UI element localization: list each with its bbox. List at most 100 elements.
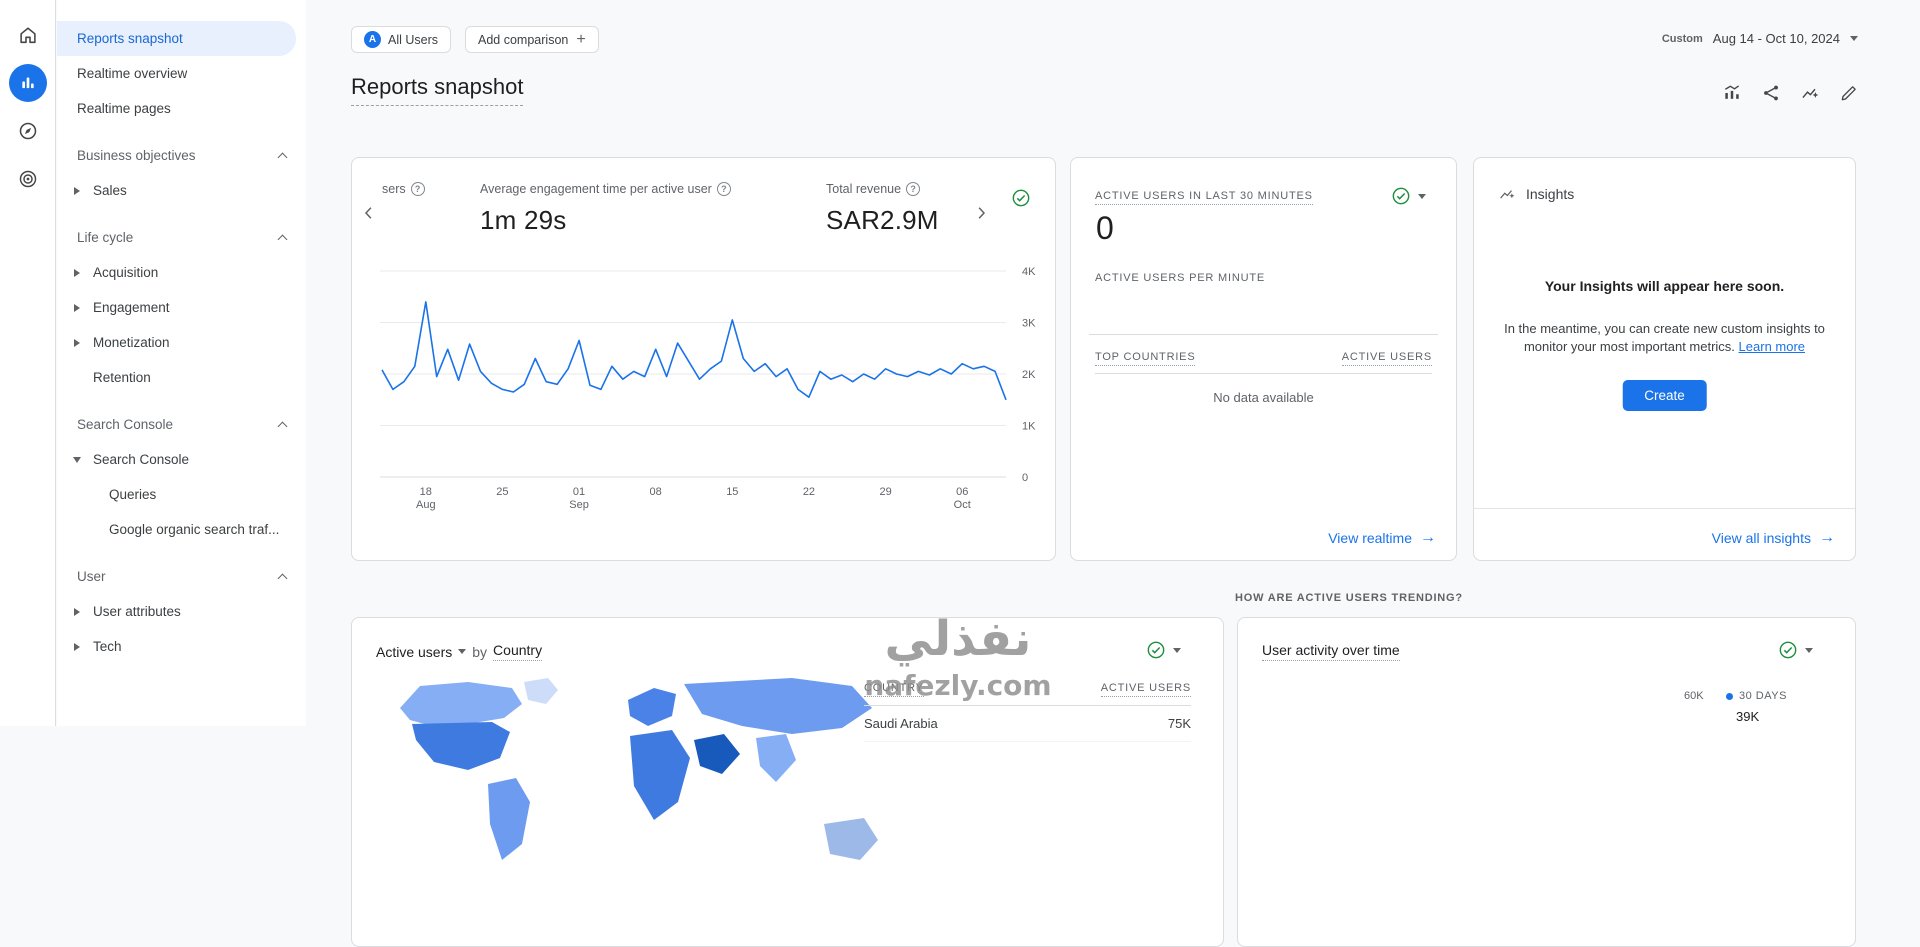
key-metrics-card: sers ? Average engagement time per activ… (351, 157, 1056, 561)
insights-headline: Your Insights will appear here soon. (1544, 278, 1785, 294)
metric-total-revenue: Total revenue ? SAR2.9M (826, 182, 939, 236)
sidebar-item-label: Retention (93, 370, 151, 385)
edit-icon[interactable] (1838, 82, 1860, 104)
activity-quality-dropdown[interactable] (1778, 640, 1813, 660)
main-content: A All Users Add comparison + Custom Aug … (306, 0, 1920, 947)
sidebar-item-user-attributes[interactable]: User attributes (57, 594, 296, 629)
comparison-bar: A All Users Add comparison + (351, 26, 599, 53)
arrow-right-icon: → (1819, 529, 1835, 546)
sidebar-group-user[interactable]: User (57, 559, 306, 594)
sidebar-item-label: Google organic search traf... (109, 522, 280, 537)
svg-text:18: 18 (420, 486, 432, 498)
active-users-30min-value: 0 (1096, 210, 1114, 246)
sidebar-item-label: Engagement (93, 300, 170, 315)
sidebar-item-search-console[interactable]: Search Console (57, 442, 296, 477)
per-minute-chart-baseline (1089, 334, 1438, 335)
active-users-column-header: ACTIVE USERS (1100, 682, 1191, 697)
sidebar-item-label: Monetization (93, 335, 170, 350)
help-icon[interactable]: ? (906, 182, 921, 196)
sidebar-item-label: Queries (109, 487, 157, 502)
insights-icon[interactable] (1799, 82, 1821, 104)
sidebar-group-label: Business objectives (77, 148, 196, 163)
view-all-insights-link[interactable]: View all insights → (1712, 529, 1835, 547)
chevron-down-icon (1418, 193, 1426, 199)
expand-arrow-icon[interactable] (71, 338, 83, 347)
chevron-up-icon (277, 152, 288, 163)
carousel-prev-button[interactable] (360, 204, 378, 222)
metric-label: Average engagement time per active user (480, 182, 712, 196)
data-quality-check-icon[interactable] (1011, 188, 1031, 208)
sidebar-item-acquisition[interactable]: Acquisition (57, 255, 296, 290)
arrow-right-icon: → (1420, 529, 1436, 546)
help-icon[interactable]: ? (410, 182, 425, 196)
expand-arrow-icon[interactable] (71, 642, 83, 651)
collapse-arrow-icon[interactable] (71, 456, 83, 463)
active-users-column-header: ACTIVE USERS (1341, 351, 1432, 366)
insights-header: Insights (1498, 185, 1574, 203)
expand-arrow-icon[interactable] (71, 303, 83, 312)
sidebar-item-monetization[interactable]: Monetization (57, 325, 296, 360)
carousel-next-button[interactable] (972, 204, 990, 222)
expand-arrow-icon[interactable] (71, 268, 83, 277)
sidebar-item-tech[interactable]: Tech (57, 629, 296, 664)
metric-label: sers (382, 182, 406, 196)
svg-text:2K: 2K (1022, 369, 1036, 381)
view-realtime-link[interactable]: View realtime → (1328, 529, 1436, 547)
sidebar-item-realtime-overview[interactable]: Realtime overview (57, 56, 296, 91)
sidebar-group-life-cycle[interactable]: Life cycle (57, 220, 306, 255)
home-icon[interactable] (9, 16, 47, 54)
chevron-up-icon (277, 573, 288, 584)
report-nav: Reports snapshot Realtime overview Realtim… (57, 0, 306, 726)
date-range-picker[interactable]: Custom Aug 14 - Oct 10, 2024 (1662, 31, 1858, 46)
sidebar-item-label: User attributes (93, 604, 181, 619)
activity-card-title: User activity over time (1262, 642, 1400, 661)
share-icon[interactable] (1760, 82, 1782, 104)
dimension-selector[interactable]: Country (493, 642, 543, 661)
sidebar-item-label: Reports snapshot (77, 31, 183, 46)
advertising-icon[interactable] (9, 160, 47, 198)
chevron-down-icon (1850, 36, 1858, 41)
geo-card-header: Active users by Country (376, 642, 543, 661)
sidebar-item-realtime-pages[interactable]: Realtime pages (57, 91, 296, 126)
create-insight-button[interactable]: Create (1622, 380, 1707, 411)
divider (1095, 373, 1432, 374)
realtime-quality-dropdown[interactable] (1391, 186, 1426, 206)
explore-icon[interactable] (9, 112, 47, 150)
page-title: Reports snapshot (351, 74, 524, 106)
svg-text:0: 0 (1022, 472, 1028, 484)
comparison-chart-icon[interactable] (1721, 82, 1743, 104)
geo-table-body: Saudi Arabia 75K (864, 706, 1191, 742)
plus-icon: + (576, 30, 586, 48)
insights-title: Insights (1526, 186, 1575, 202)
report-toolbar (1721, 82, 1860, 104)
svg-text:01: 01 (573, 486, 585, 498)
sidebar-item-sales[interactable]: Sales (57, 173, 296, 208)
reports-icon[interactable] (8, 64, 47, 102)
expand-arrow-icon[interactable] (71, 186, 83, 195)
audience-chip[interactable]: A All Users (351, 26, 452, 53)
sidebar-item-engagement[interactable]: Engagement (57, 290, 296, 325)
sidebar-item-reports-snapshot[interactable]: Reports snapshot (57, 21, 296, 56)
help-icon[interactable]: ? (716, 182, 731, 196)
sidebar-item-google-organic-search-traf[interactable]: Google organic search traf... (57, 512, 296, 547)
metric-value: 1m 29s (480, 205, 567, 235)
metric-selector[interactable]: Active users (376, 644, 467, 660)
sidebar-item-queries[interactable]: Queries (57, 477, 296, 512)
expand-arrow-icon[interactable] (71, 607, 83, 616)
metric-label: Total revenue (826, 182, 902, 196)
sidebar-item-retention[interactable]: Retention (57, 360, 296, 395)
sidebar-group-business-objectives[interactable]: Business objectives (57, 138, 306, 173)
app-rail (0, 0, 56, 726)
sidebar-group-search-console[interactable]: Search Console (57, 407, 306, 442)
user-activity-card: User activity over time 60K 30 DAYS 39K (1237, 617, 1856, 947)
add-comparison-button[interactable]: Add comparison + (465, 26, 599, 53)
learn-more-link[interactable]: Learn more (1738, 339, 1806, 354)
audience-avatar: A (364, 31, 381, 48)
by-label: by (472, 643, 488, 660)
sidebar-group-label: User (77, 569, 106, 584)
geo-quality-dropdown[interactable] (1146, 640, 1181, 660)
legend-label: 30 DAYS (1739, 690, 1787, 702)
geo-card: Active users by Country COUNTRY (351, 617, 1224, 947)
no-data-message: No data available (1213, 390, 1314, 405)
